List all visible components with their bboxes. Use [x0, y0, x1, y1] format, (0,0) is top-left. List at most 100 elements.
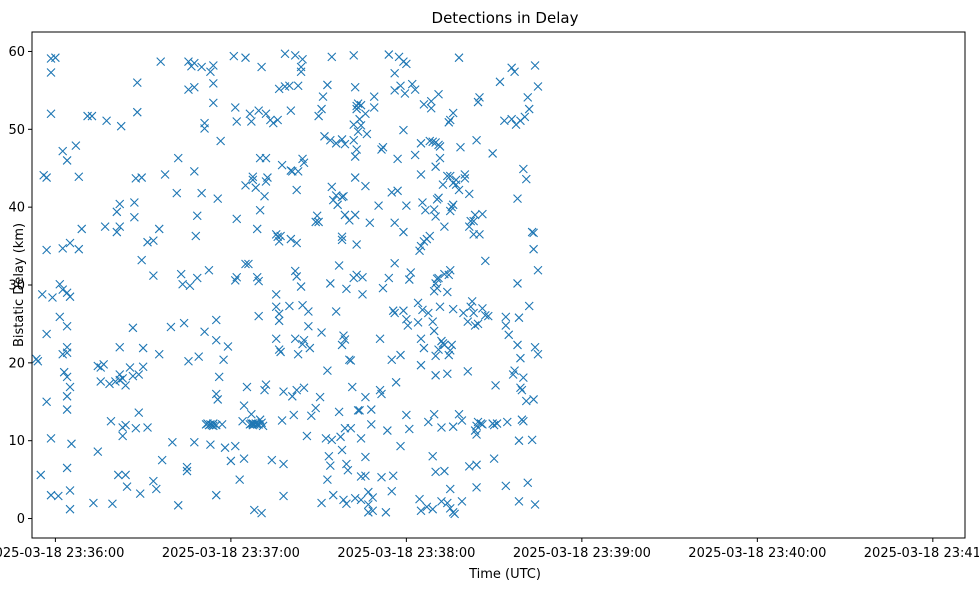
data-point [134, 408, 144, 418]
data-point [384, 273, 394, 283]
data-point [454, 53, 464, 63]
data-point [115, 342, 125, 352]
data-point [211, 490, 221, 500]
data-point [334, 261, 344, 270]
data-point [442, 287, 452, 297]
data-point [390, 68, 400, 78]
data-point [428, 504, 438, 514]
data-point [42, 245, 52, 255]
data-point [445, 115, 455, 125]
data-point [363, 487, 373, 497]
data-point [390, 218, 400, 228]
data-point [489, 420, 499, 430]
data-point [131, 423, 141, 433]
data-point [361, 392, 370, 402]
data-point [292, 272, 302, 281]
data-point [208, 421, 218, 431]
data-point [352, 145, 362, 154]
data-point [473, 417, 483, 427]
data-point [337, 232, 347, 242]
data-point [507, 114, 517, 124]
data-point [42, 397, 52, 407]
data-point [189, 58, 199, 68]
data-point [42, 329, 52, 339]
data-point [518, 373, 528, 383]
data-point [483, 311, 493, 321]
data-point [407, 79, 417, 89]
data-point [273, 232, 283, 242]
data-point [289, 410, 299, 420]
data-point [478, 209, 487, 219]
data-point [463, 317, 473, 326]
data-point [83, 111, 92, 121]
data-point [442, 498, 452, 508]
data-point [257, 508, 266, 518]
x-axis-label: Time (UTC) [468, 567, 541, 582]
data-point [343, 465, 353, 475]
data-point [327, 52, 337, 62]
data-point [219, 355, 228, 365]
data-point [274, 345, 284, 355]
data-point [125, 363, 135, 372]
data-point [401, 59, 411, 69]
data-point [102, 116, 111, 126]
data-point [475, 230, 484, 239]
data-point [466, 216, 476, 226]
data-point [304, 321, 313, 331]
data-point [286, 234, 296, 244]
data-point [401, 201, 411, 210]
data-point [448, 304, 458, 314]
data-point [284, 81, 294, 91]
data-point [518, 416, 528, 426]
data-point [166, 322, 176, 332]
data-point [245, 109, 255, 119]
data-point [431, 279, 441, 288]
data-point [524, 104, 534, 114]
data-point [333, 200, 343, 210]
data-point [422, 502, 432, 512]
data-point [59, 367, 69, 377]
data-point [62, 405, 72, 414]
data-point [356, 121, 366, 130]
data-point [87, 111, 97, 121]
data-point [467, 296, 477, 306]
data-point [478, 303, 487, 313]
data-point [369, 103, 379, 112]
data-point [184, 85, 193, 94]
data-point [442, 171, 452, 181]
data-point [406, 268, 416, 277]
data-point [454, 409, 464, 419]
data-point [257, 62, 266, 72]
data-point [284, 301, 294, 311]
data-point [432, 283, 442, 293]
data-point [263, 173, 272, 182]
data-point [128, 323, 138, 333]
data-point [298, 54, 307, 64]
data-point [154, 224, 164, 234]
data-point [504, 330, 514, 340]
data-point [349, 135, 359, 145]
data-point [339, 495, 348, 505]
data-point [261, 380, 271, 390]
data-point [99, 360, 109, 369]
data-point [355, 405, 364, 415]
data-point [211, 389, 221, 399]
data-point [172, 188, 182, 198]
data-point [366, 419, 376, 429]
data-point [350, 82, 360, 92]
data-point [426, 103, 436, 113]
data-point [324, 451, 334, 461]
data-point [261, 153, 271, 163]
data-point [356, 433, 366, 443]
data-point [342, 499, 351, 509]
data-point [248, 175, 258, 185]
data-point [296, 282, 306, 291]
data-point [241, 259, 250, 269]
data-point [362, 129, 372, 139]
data-point [138, 362, 148, 372]
data-point [334, 407, 344, 417]
data-point [460, 170, 470, 179]
data-point [232, 117, 242, 126]
data-point [429, 326, 439, 336]
